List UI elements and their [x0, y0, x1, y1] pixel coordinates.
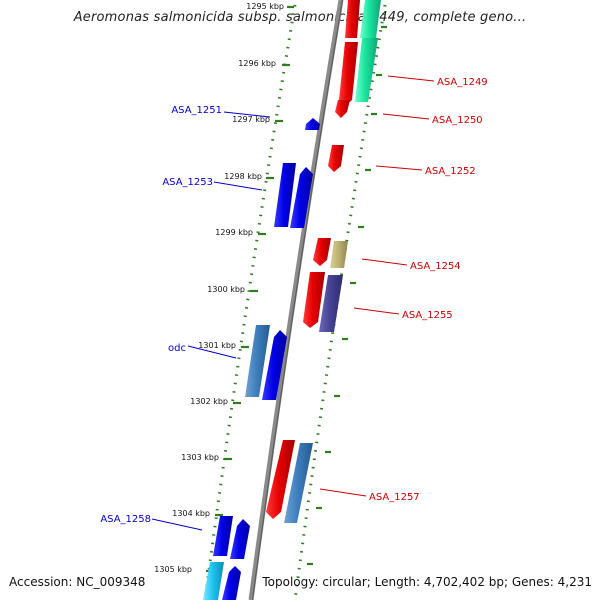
left-leaders: [151, 111, 271, 531]
label-asa-1250[interactable]: ASA_1250: [432, 115, 483, 126]
label-asa-1258[interactable]: ASA_1258: [100, 514, 151, 525]
right-leaders: [319, 75, 435, 497]
gene-asa-1258-b[interactable]: [230, 519, 250, 559]
gene-asa-1253-a[interactable]: [274, 163, 296, 227]
gene-asa-1257-red[interactable]: [266, 440, 295, 519]
gene-odc-a[interactable]: [245, 325, 270, 397]
label-asa-1253[interactable]: ASA_1253: [162, 177, 213, 188]
label-asa-1249[interactable]: ASA_1249: [437, 77, 488, 88]
ruler-label-1304: 1304 kbp: [172, 509, 210, 518]
gene-asa-1254-red[interactable]: [313, 238, 331, 266]
gene-asa-1253-b[interactable]: [290, 167, 313, 228]
ruler-label-1295: 1295 kbp: [246, 2, 284, 11]
accession-text: Accession: NC_009348: [9, 575, 146, 589]
genome-backbone-shadow: [251, 0, 344, 600]
ruler-label-1296: 1296 kbp: [238, 59, 276, 68]
ruler-label-1305: 1305 kbp: [154, 565, 192, 574]
topology-text: Topology: circular; Length: 4,702,402 bp…: [262, 575, 592, 589]
ruler-label-1299: 1299 kbp: [215, 228, 253, 237]
left-track-guide: [203, 4, 297, 600]
gene-arrow-green[interactable]: [355, 38, 378, 102]
gene-asa-1252[interactable]: [328, 145, 344, 172]
label-asa-1251[interactable]: ASA_1251: [171, 105, 222, 116]
ruler-label-1298: 1298 kbp: [224, 172, 262, 181]
gene-arrow-green[interactable]: [360, 0, 381, 38]
ruler-ticks-right: [307, 25, 387, 566]
gene-bottom-blue[interactable]: [222, 566, 241, 600]
gene-asa-1249[interactable]: [339, 38, 378, 106]
gene-asa-1248[interactable]: [345, 0, 381, 38]
genome-backbone: [248, 0, 344, 600]
map-title: Aeromonas salmonicida subsp. salmonicida…: [73, 10, 527, 25]
ruler-label-1300: 1300 kbp: [207, 285, 245, 294]
label-asa-1252[interactable]: ASA_1252: [425, 166, 476, 177]
ruler-label-1303: 1303 kbp: [181, 453, 219, 462]
label-odc[interactable]: odc: [168, 343, 186, 354]
gene-asa-1250[interactable]: [335, 100, 350, 118]
label-asa-1257[interactable]: ASA_1257: [369, 492, 420, 503]
ruler-label-1302: 1302 kbp: [190, 397, 228, 406]
label-asa-1255[interactable]: ASA_1255: [402, 310, 453, 321]
gene-arrow-red[interactable]: [339, 42, 358, 106]
gene-asa-1257[interactable]: [284, 443, 313, 523]
label-asa-1254[interactable]: ASA_1254: [410, 261, 461, 272]
gene-bottom-cyan[interactable]: [203, 562, 224, 600]
ruler-label-1301: 1301 kbp: [198, 341, 236, 350]
gene-asa-1258-a[interactable]: [213, 516, 233, 556]
gene-asa-1254[interactable]: [330, 241, 348, 268]
ruler-ticks: [206, 5, 294, 573]
gene-arrow-red[interactable]: [345, 0, 360, 38]
gene-asa-1255-red[interactable]: [303, 272, 325, 328]
ruler-label-1297: 1297 kbp: [232, 115, 270, 124]
gene-odc[interactable]: [262, 330, 287, 400]
gene-asa-1251[interactable]: [305, 118, 320, 130]
gene-asa-1255[interactable]: [319, 275, 343, 332]
